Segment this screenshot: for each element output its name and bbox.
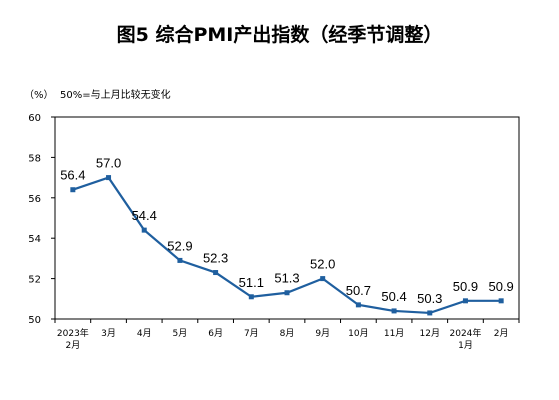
data-label: 51.3 [274,271,299,286]
x-tick-label: 11月 [384,328,404,339]
series-markers [70,175,504,316]
y-tick-label: 58 [28,153,41,164]
data-label: 50.9 [488,279,513,294]
x-tick-label: 2月 [65,340,80,351]
x-tick-label: 12月 [420,328,440,339]
data-point-marker [320,276,326,282]
x-tick-label: 10月 [348,328,368,339]
x-tick-label: 2月 [494,328,509,339]
data-label: 52.3 [203,251,228,266]
data-label: 54.4 [132,208,157,223]
data-point-marker [177,257,183,263]
baseline-annotation: 50%=与上月比较无变化 [60,88,171,101]
x-tick-label: 6月 [208,328,223,339]
x-tick-label: 3月 [101,328,116,339]
data-label: 50.9 [453,279,478,294]
x-tick-label: 4月 [137,328,152,339]
y-tick-label: 60 [28,113,41,124]
x-tick-label: 1月 [458,340,473,351]
data-point-marker [427,310,433,316]
data-label: 57.0 [96,156,121,171]
data-label: 50.7 [346,283,371,298]
data-point-marker [391,308,397,314]
data-point-marker [213,270,219,276]
y-tick-label: 54 [28,234,41,245]
y-axis-unit-label: （%） [24,89,54,101]
chart-title: 图5 综合PMI产出指数（经季节调整） [116,24,443,46]
x-tick-label: 9月 [315,328,330,339]
data-point-marker [284,290,290,296]
x-tick-label: 2023年 [57,327,89,339]
data-point-marker [462,298,468,304]
data-point-marker [248,294,254,300]
data-label: 50.4 [381,289,406,304]
data-point-marker [355,302,361,308]
x-tick-label: 8月 [280,328,295,339]
data-label: 56.4 [60,168,85,183]
data-point-marker [70,187,76,193]
y-tick-label: 56 [28,194,41,205]
data-point-marker [106,175,112,181]
x-tick-label: 5月 [173,328,188,339]
y-tick-label: 52 [28,275,41,286]
data-point-marker [141,227,147,233]
y-tick-label: 50 [28,315,41,326]
data-label: 50.3 [417,291,442,306]
plot-area-frame [54,116,520,320]
data-label: 51.1 [239,275,264,290]
data-point-marker [498,298,504,304]
data-labels: 56.4 57.0 54.4 52.9 52.3 51.1 51.3 52.0 50.7 50.4… [60,156,514,306]
x-tick-label: 7月 [244,328,259,339]
data-label: 52.9 [167,238,192,253]
x-tick-label: 2024年 [450,327,482,339]
y-axis: 50 52 54 56 58 60 [28,113,55,326]
data-label: 52.0 [310,257,335,272]
